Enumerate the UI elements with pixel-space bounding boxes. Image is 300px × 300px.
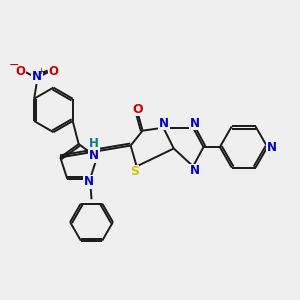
Text: −: − — [9, 58, 20, 72]
Text: N: N — [32, 70, 42, 83]
Text: O: O — [48, 64, 59, 78]
Text: N: N — [83, 176, 94, 188]
Text: N: N — [190, 164, 200, 177]
Text: O: O — [133, 103, 143, 116]
Text: N: N — [190, 117, 200, 130]
Text: O: O — [16, 64, 26, 78]
Text: N: N — [89, 149, 99, 162]
Text: N: N — [267, 140, 277, 154]
Text: H: H — [89, 137, 99, 150]
Text: +: + — [38, 67, 44, 76]
Text: N: N — [159, 117, 169, 130]
Text: S: S — [130, 165, 139, 178]
